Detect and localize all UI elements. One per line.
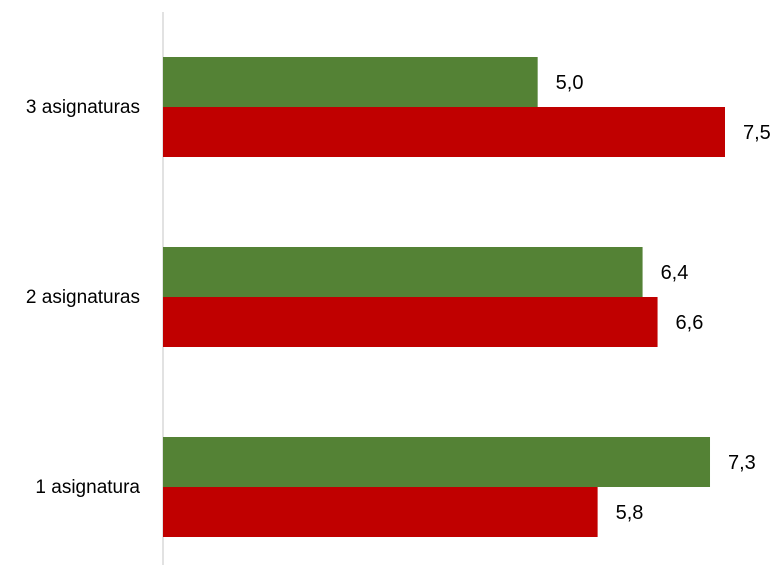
bar-series-2: [163, 107, 725, 157]
data-label: 5,0: [556, 72, 584, 94]
plot-area: 3 asignaturas 5,0 7,5 2 asignaturas 6,4 6,6 1 …: [26, 57, 771, 537]
bar-series-1: [163, 437, 711, 487]
category-label: 3 asignaturas: [26, 97, 140, 118]
category-label: 2 asignaturas: [26, 287, 140, 308]
bar-series-2: [163, 487, 598, 537]
data-label: 6,4: [661, 262, 689, 284]
data-label: 5,8: [616, 502, 644, 524]
data-label: 6,6: [676, 312, 704, 334]
bar-series-1: [163, 247, 643, 297]
data-label: 7,5: [743, 122, 771, 144]
data-label: 7,3: [728, 452, 756, 474]
bar-series-2: [163, 297, 658, 347]
bar-series-1: [163, 57, 538, 107]
category-label: 1 asignatura: [35, 477, 140, 498]
